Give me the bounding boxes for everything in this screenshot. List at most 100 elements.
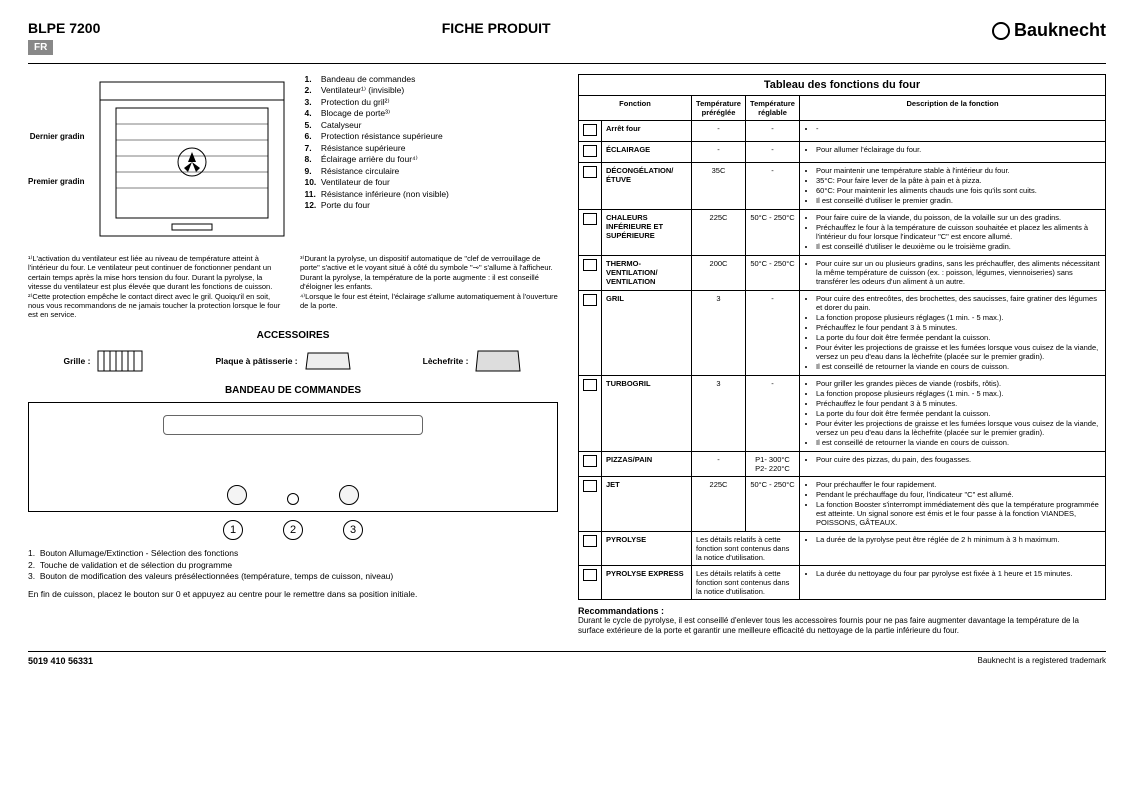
table-row: PIZZAS/PAIN-P1- 300°C P2- 220°CPour cuir… — [579, 452, 1106, 477]
panel-display — [163, 415, 423, 435]
fn-temp-range: 50°C - 250°C — [746, 477, 800, 532]
fn-description: Pour allumer l'éclairage du four. — [800, 142, 1106, 163]
language-badge: FR — [28, 40, 53, 55]
fn-temp-merged: Les détails relatifs à cette fonction so… — [692, 566, 800, 600]
brand-ring-icon — [992, 22, 1010, 40]
desc-item: Pour cuire des pizzas, du pain, des foug… — [816, 455, 1101, 464]
part-item: 7. Résistance supérieure — [304, 143, 448, 154]
fn-icon-cell — [579, 477, 602, 532]
fn-icon-cell — [579, 210, 602, 256]
fn-name-cell: DÉCONGÉLATION/ ÉTUVE — [602, 163, 692, 210]
function-icon — [583, 480, 597, 492]
label-top-rack: Dernier gradin — [28, 132, 84, 141]
fn-temp-preset: - — [692, 121, 746, 142]
desc-item: Préchauffez le four pendant 3 à 5 minute… — [816, 399, 1101, 408]
fn-name-cell: PYROLYSE EXPRESS — [602, 566, 692, 600]
table-header-row: Fonction Température préréglée Températu… — [579, 96, 1106, 121]
fn-name-cell: Arrêt four — [602, 121, 692, 142]
function-icon — [583, 569, 597, 581]
accessory-grille: Grille : — [64, 347, 145, 375]
desc-item: Il est conseillé de retourner la viande … — [816, 362, 1101, 371]
part-item: 5. Catalyseur — [304, 120, 448, 131]
fn-icon-cell — [579, 452, 602, 477]
table-row: Arrêt four--- — [579, 121, 1106, 142]
desc-item: 35°C: Pour faire lever de la pâte à pain… — [816, 176, 1101, 185]
desc-item: Pour éviter les projections de graisse e… — [816, 419, 1101, 437]
part-item: 6. Protection résistance supérieure — [304, 131, 448, 142]
footer: 5019 410 56331 Bauknecht is a registered… — [28, 651, 1106, 666]
fn-temp-preset: 225C — [692, 210, 746, 256]
page-columns: Dernier gradin Premier gradin 1. Bandeau… — [28, 74, 1106, 637]
fn-temp-range: - — [746, 121, 800, 142]
function-icon — [583, 124, 597, 136]
header-separator — [28, 63, 1106, 64]
accessories-row: Grille : Plaque à pâtisserie : Lèchefrit… — [28, 347, 558, 375]
desc-item: Pour maintenir une température stable à … — [816, 166, 1101, 175]
right-column: Tableau des fonctions du four Fonction T… — [578, 74, 1106, 637]
desc-item: Pour allumer l'éclairage du four. — [816, 145, 1101, 154]
fn-temp-merged: Les détails relatifs à cette fonction so… — [692, 532, 800, 566]
control-panel-box — [28, 402, 558, 512]
th-function: Fonction — [579, 96, 692, 121]
table-row: DÉCONGÉLATION/ ÉTUVE35C- Pour maintenir u… — [579, 163, 1106, 210]
fn-description: La durée de la pyrolyse peut être réglée… — [800, 532, 1106, 566]
fn-temp-preset: 35C — [692, 163, 746, 210]
fn-temp-preset: 225C — [692, 477, 746, 532]
desc-item: Il est conseillé d'utiliser le deuxième … — [816, 242, 1101, 251]
lechefrite-icon — [474, 347, 522, 375]
fn-temp-range: - — [746, 163, 800, 210]
footer-code: 5019 410 56331 — [28, 656, 93, 666]
brand-name: Bauknecht — [1014, 20, 1106, 41]
function-icon — [583, 166, 597, 178]
legend-item: 2. Touche de validation et de sélection … — [28, 560, 558, 572]
fn-icon-cell — [579, 291, 602, 376]
part-item: 2. Ventilateur¹⁾ (invisible) — [304, 85, 448, 96]
panel-num-1: 1 — [223, 520, 243, 540]
function-icon — [583, 259, 597, 271]
function-icon — [583, 455, 597, 467]
function-icon — [583, 379, 597, 391]
table-row: TURBOGRIL3-Pour griller les grandes pièc… — [579, 376, 1106, 452]
fn-icon-cell — [579, 256, 602, 291]
fn-description: Pour cuire des pizzas, du pain, des foug… — [800, 452, 1106, 477]
part-item: 3. Protection du gril²⁾ — [304, 97, 448, 108]
desc-item: La fonction Booster s'interrompt immédia… — [816, 500, 1101, 527]
fn-description: Pour faire cuire de la viande, du poisso… — [800, 210, 1106, 256]
desc-item: Pour éviter les projections de graisse e… — [816, 343, 1101, 361]
fn-temp-preset: 200C — [692, 256, 746, 291]
plaque-icon — [304, 347, 352, 375]
desc-item: Pour préchauffer le four rapidement. — [816, 480, 1101, 489]
header: BLPE 7200 FR FICHE PRODUIT Bauknecht — [28, 20, 1106, 55]
legend-item: 1. Bouton Allumage/Extinction - Sélectio… — [28, 548, 558, 560]
fn-name-cell: GRIL — [602, 291, 692, 376]
accessories-title: ACCESSOIRES — [28, 330, 558, 341]
desc-item: Pour cuire des entrecôtes, des brochette… — [816, 294, 1101, 312]
label-bottom-rack: Premier gradin — [28, 177, 84, 186]
part-item: 12. Porte du four — [304, 200, 448, 211]
desc-item: La durée du nettoyage du four par pyroly… — [816, 569, 1101, 578]
function-icon — [583, 294, 597, 306]
part-item: 1. Bandeau de commandes — [304, 74, 448, 85]
fn-name-cell: ÉCLAIRAGE — [602, 142, 692, 163]
recommendations-text: Durant le cycle de pyrolyse, il est cons… — [578, 616, 1106, 637]
fn-temp-range: - — [746, 291, 800, 376]
fn-temp-range: - — [746, 142, 800, 163]
desc-item: Pour faire cuire de la viande, du poisso… — [816, 213, 1101, 222]
note-1: ¹⁾L'activation du ventilateur est liée a… — [28, 254, 286, 292]
fn-name-cell: JET — [602, 477, 692, 532]
oven-parts-list: 1. Bandeau de commandes 2. Ventilateur¹⁾… — [300, 74, 448, 244]
fn-description: Pour griller les grandes pièces de viand… — [800, 376, 1106, 452]
th-temp-preset: Température préréglée — [692, 96, 746, 121]
fn-description: Pour préchauffer le four rapidement.Pend… — [800, 477, 1106, 532]
part-item: 11. Résistance inférieure (non visible) — [304, 189, 448, 200]
fn-icon-cell — [579, 121, 602, 142]
th-description: Description de la fonction — [800, 96, 1106, 121]
desc-item: La porte du four doit être fermée pendan… — [816, 333, 1101, 342]
fn-temp-range: - — [746, 376, 800, 452]
desc-item: La fonction propose plusieurs réglages (… — [816, 313, 1101, 322]
fn-icon-cell — [579, 566, 602, 600]
fn-description: La durée du nettoyage du four par pyroly… — [800, 566, 1106, 600]
table-row: CHALEURS INFÉRIEURE ET SUPÉRIEURE225C50°… — [579, 210, 1106, 256]
panel-final-note: En fin de cuisson, placez le bouton sur … — [28, 589, 558, 599]
panel-title: BANDEAU DE COMMANDES — [28, 385, 558, 396]
